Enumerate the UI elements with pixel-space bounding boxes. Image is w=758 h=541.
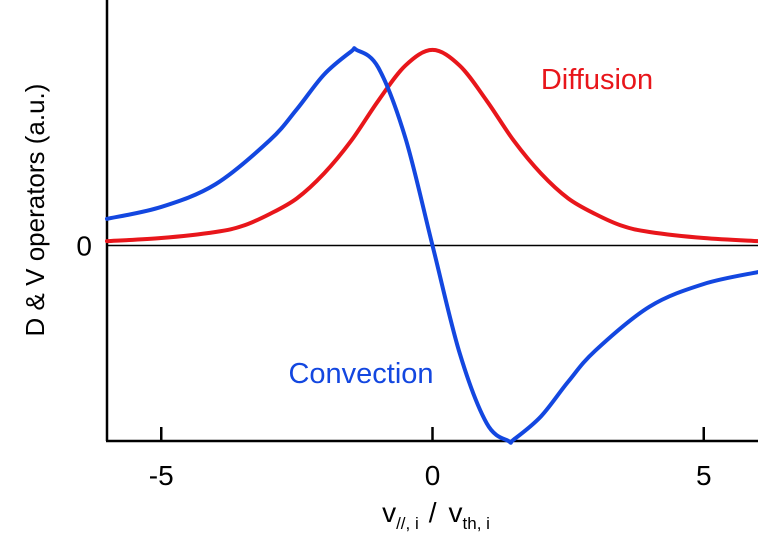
series-line-diffusion [105,47,758,244]
x-ticks: -5 0 5 [149,427,712,491]
series-label-diffusion: Diffusion [541,64,653,96]
plot-area: -5 0 5 0 [76,0,758,491]
x-tick-label: 5 [696,460,712,491]
y-ticks: 0 [76,230,92,261]
y-axis-label: D & V operators (a.u.) [20,84,50,337]
x-axis-label-base-left: v [382,497,396,528]
y-tick-label: 0 [76,230,92,261]
x-tick-label: 0 [425,460,441,491]
series-label-convection: Convection [288,358,433,390]
series-labels: Diffusion Convection [288,64,653,390]
x-axis-label-base-right: v [449,497,463,528]
x-axis-label-sub-right: th, i [463,514,490,533]
series-line-convection [105,46,758,445]
series-layer [105,46,758,445]
x-axis-label: v//, i / vth, i [382,497,490,533]
x-tick-label: -5 [149,460,174,491]
x-axis-label-sub-left: //, i [396,514,419,533]
x-axis-label-separator: / [429,497,437,528]
